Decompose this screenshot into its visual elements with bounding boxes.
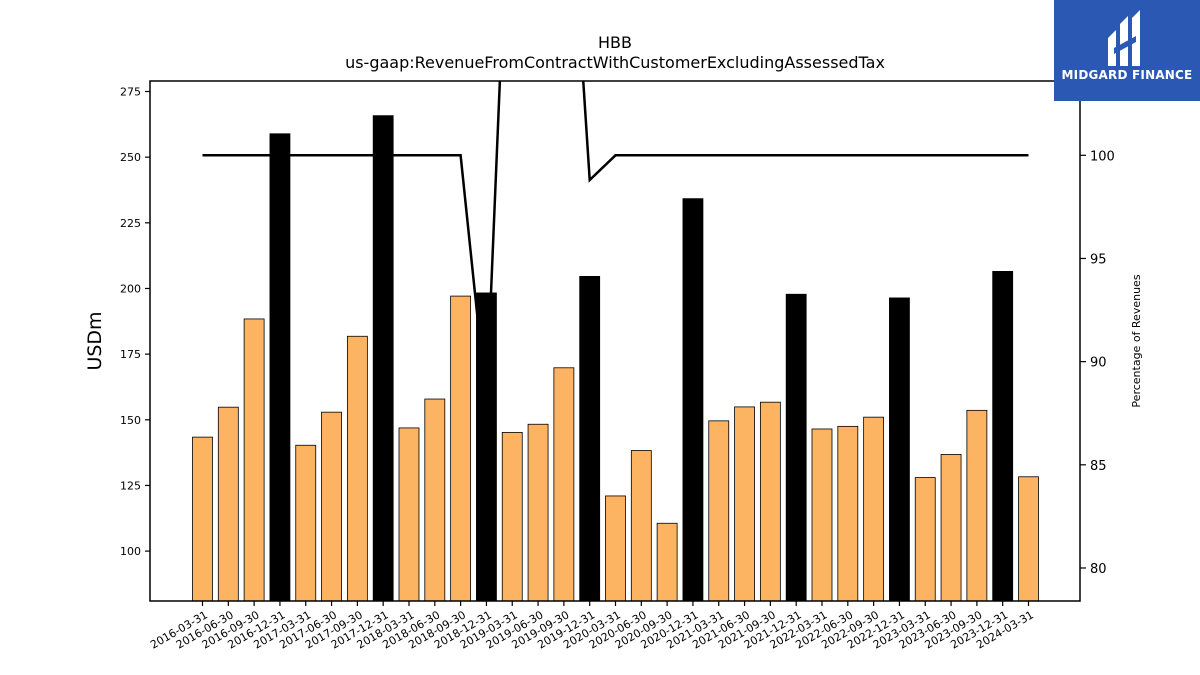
bar-2019-03-31 xyxy=(501,431,523,601)
y-axis-label: USDm xyxy=(84,311,106,370)
bar-2016-12-31 xyxy=(269,133,291,601)
bar-2021-06-30 xyxy=(734,406,755,601)
bar-2018-12-31 xyxy=(476,292,497,601)
bar-2024-03-31 xyxy=(1018,476,1039,601)
brand-name: MIDGARD FINANCE xyxy=(1061,68,1193,82)
bar-2022-06-30 xyxy=(837,425,859,601)
bar-2018-03-31 xyxy=(398,427,420,601)
bar-2020-09-30 xyxy=(656,522,678,601)
bar-2018-06-30 xyxy=(424,398,446,601)
bar-2020-06-30 xyxy=(630,450,652,601)
chart-subtitle: us-gaap:RevenueFromContractWithCustomerE… xyxy=(345,53,885,72)
bar-2017-03-31 xyxy=(295,444,317,601)
y2-tick-label: 90 xyxy=(1090,356,1107,371)
y2-tick-label: 95 xyxy=(1090,252,1107,267)
bar-2023-03-31 xyxy=(914,477,936,601)
bar-2016-03-31 xyxy=(192,436,213,601)
x-axis: 2016-03-312016-06-302016-09-302016-12-31… xyxy=(148,601,1036,652)
percentage-series-line xyxy=(202,81,1029,404)
bar-2017-06-30 xyxy=(321,411,342,601)
bar-2017-09-30 xyxy=(346,335,368,601)
bar-2021-09-30 xyxy=(759,401,781,601)
y2-tick-label: 100 xyxy=(1090,149,1115,164)
bar-2018-09-30 xyxy=(450,295,472,601)
y2-axis-label: Percentage of Revenues xyxy=(1130,274,1143,407)
y-tick-label: 125 xyxy=(120,479,141,492)
bar-2020-03-31 xyxy=(605,495,626,601)
bar-2023-06-30 xyxy=(940,454,962,601)
bar-2021-03-31 xyxy=(708,420,730,601)
y-tick-label: 150 xyxy=(120,414,141,427)
brand-logo: MIDGARD FINANCE xyxy=(1054,0,1200,101)
bar-2016-06-30 xyxy=(217,406,239,601)
right-axis: 80 85 90 95 100 xyxy=(1080,149,1115,577)
y-tick-label: 175 xyxy=(120,348,141,361)
bar-2021-12-31 xyxy=(785,293,807,601)
left-axis: 100 125 150 175 200 225 250 275 xyxy=(120,86,150,558)
bar-2019-12-31 xyxy=(579,275,601,601)
bar-2022-12-31 xyxy=(889,297,910,601)
y2-tick-label: 85 xyxy=(1090,459,1107,474)
bars xyxy=(192,115,1039,601)
y-tick-label: 100 xyxy=(120,545,141,558)
y-tick-label: 275 xyxy=(120,86,141,99)
midgard-logo-icon xyxy=(1108,10,1140,66)
y-tick-label: 200 xyxy=(120,282,141,295)
y-tick-label: 250 xyxy=(120,151,141,164)
bar-2020-12-31 xyxy=(682,198,704,601)
bar-2019-09-30 xyxy=(553,367,575,601)
bar-2022-03-31 xyxy=(811,428,833,601)
bar-2019-06-30 xyxy=(527,423,549,601)
bar-2016-09-30 xyxy=(243,318,265,601)
bar-2023-09-30 xyxy=(966,409,988,601)
y-tick-label: 225 xyxy=(120,217,141,230)
bar-2022-09-30 xyxy=(863,416,885,601)
y2-tick-label: 80 xyxy=(1090,562,1107,577)
bar-2017-12-31 xyxy=(372,115,394,601)
percentage-line xyxy=(202,81,1029,404)
chart-title: HBB xyxy=(598,33,632,52)
bar-2023-12-31 xyxy=(992,271,1014,601)
